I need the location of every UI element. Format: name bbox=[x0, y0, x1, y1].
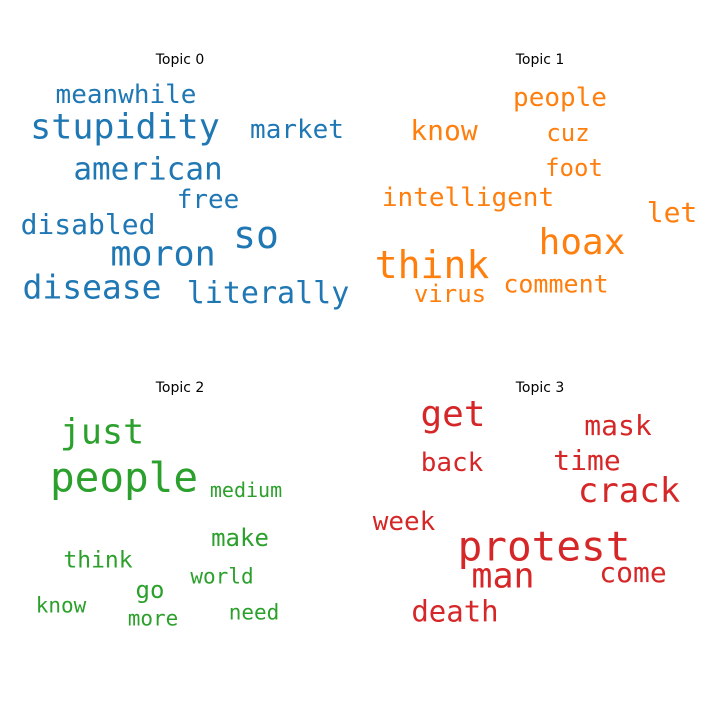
word-free: free bbox=[176, 185, 240, 215]
word-market: market bbox=[250, 115, 344, 145]
word-get: get bbox=[420, 394, 486, 435]
word-virus: virus bbox=[413, 280, 487, 308]
word-people: people bbox=[49, 453, 199, 502]
topic-0-panel: Topic 0 meanwhile stupidity market american… bbox=[0, 0, 360, 360]
word-cuz: cuz bbox=[546, 119, 590, 147]
topic-2-title: Topic 2 bbox=[155, 380, 205, 396]
topic-1-title: Topic 1 bbox=[515, 52, 565, 68]
word-stupidity: stupidity bbox=[30, 107, 220, 148]
word-so: so bbox=[233, 213, 279, 257]
word-meanwhile: meanwhile bbox=[55, 80, 197, 110]
word-hoax: hoax bbox=[538, 222, 626, 263]
word-man: man bbox=[471, 556, 535, 597]
topic-3-panel: Topic 3 get mask back time crack week protest m… bbox=[360, 360, 720, 720]
word-world: world bbox=[190, 564, 254, 589]
word-back: back bbox=[420, 448, 484, 478]
word-american: american bbox=[73, 151, 223, 188]
word-time: time bbox=[553, 444, 621, 477]
word-more: more bbox=[127, 606, 179, 631]
word-make: make bbox=[211, 524, 269, 552]
word-come: come bbox=[599, 556, 667, 589]
word-disabled: disabled bbox=[20, 208, 156, 241]
word-just: just bbox=[59, 412, 145, 453]
word-intelligent: intelligent bbox=[381, 183, 555, 213]
word-let: let bbox=[646, 196, 698, 229]
word-comment: comment bbox=[503, 269, 609, 299]
word-need: need bbox=[228, 600, 280, 625]
word-know: know bbox=[35, 593, 87, 618]
word-think: think bbox=[374, 243, 490, 287]
word-think: think bbox=[63, 547, 133, 574]
topic-2-panel: Topic 2 just people medium make think go world… bbox=[0, 360, 360, 720]
word-foot: foot bbox=[545, 154, 603, 182]
word-literally: literally bbox=[186, 276, 350, 311]
word-mask: mask bbox=[584, 409, 652, 442]
word-week: week bbox=[372, 507, 436, 537]
word-disease: disease bbox=[22, 267, 162, 307]
word-go: go bbox=[135, 576, 165, 604]
word-crack: crack bbox=[577, 471, 681, 511]
topic-1-panel: Topic 1 people know cuz foot intelligent let t… bbox=[360, 0, 720, 360]
word-death: death bbox=[411, 594, 499, 629]
word-know: know bbox=[410, 114, 478, 147]
word-medium: medium bbox=[209, 478, 283, 502]
word-moron: moron bbox=[110, 234, 216, 275]
word-people: people bbox=[513, 83, 607, 113]
topic-0-title: Topic 0 bbox=[155, 52, 205, 68]
word-protest: protest bbox=[457, 522, 631, 571]
topic-3-title: Topic 3 bbox=[515, 380, 565, 396]
